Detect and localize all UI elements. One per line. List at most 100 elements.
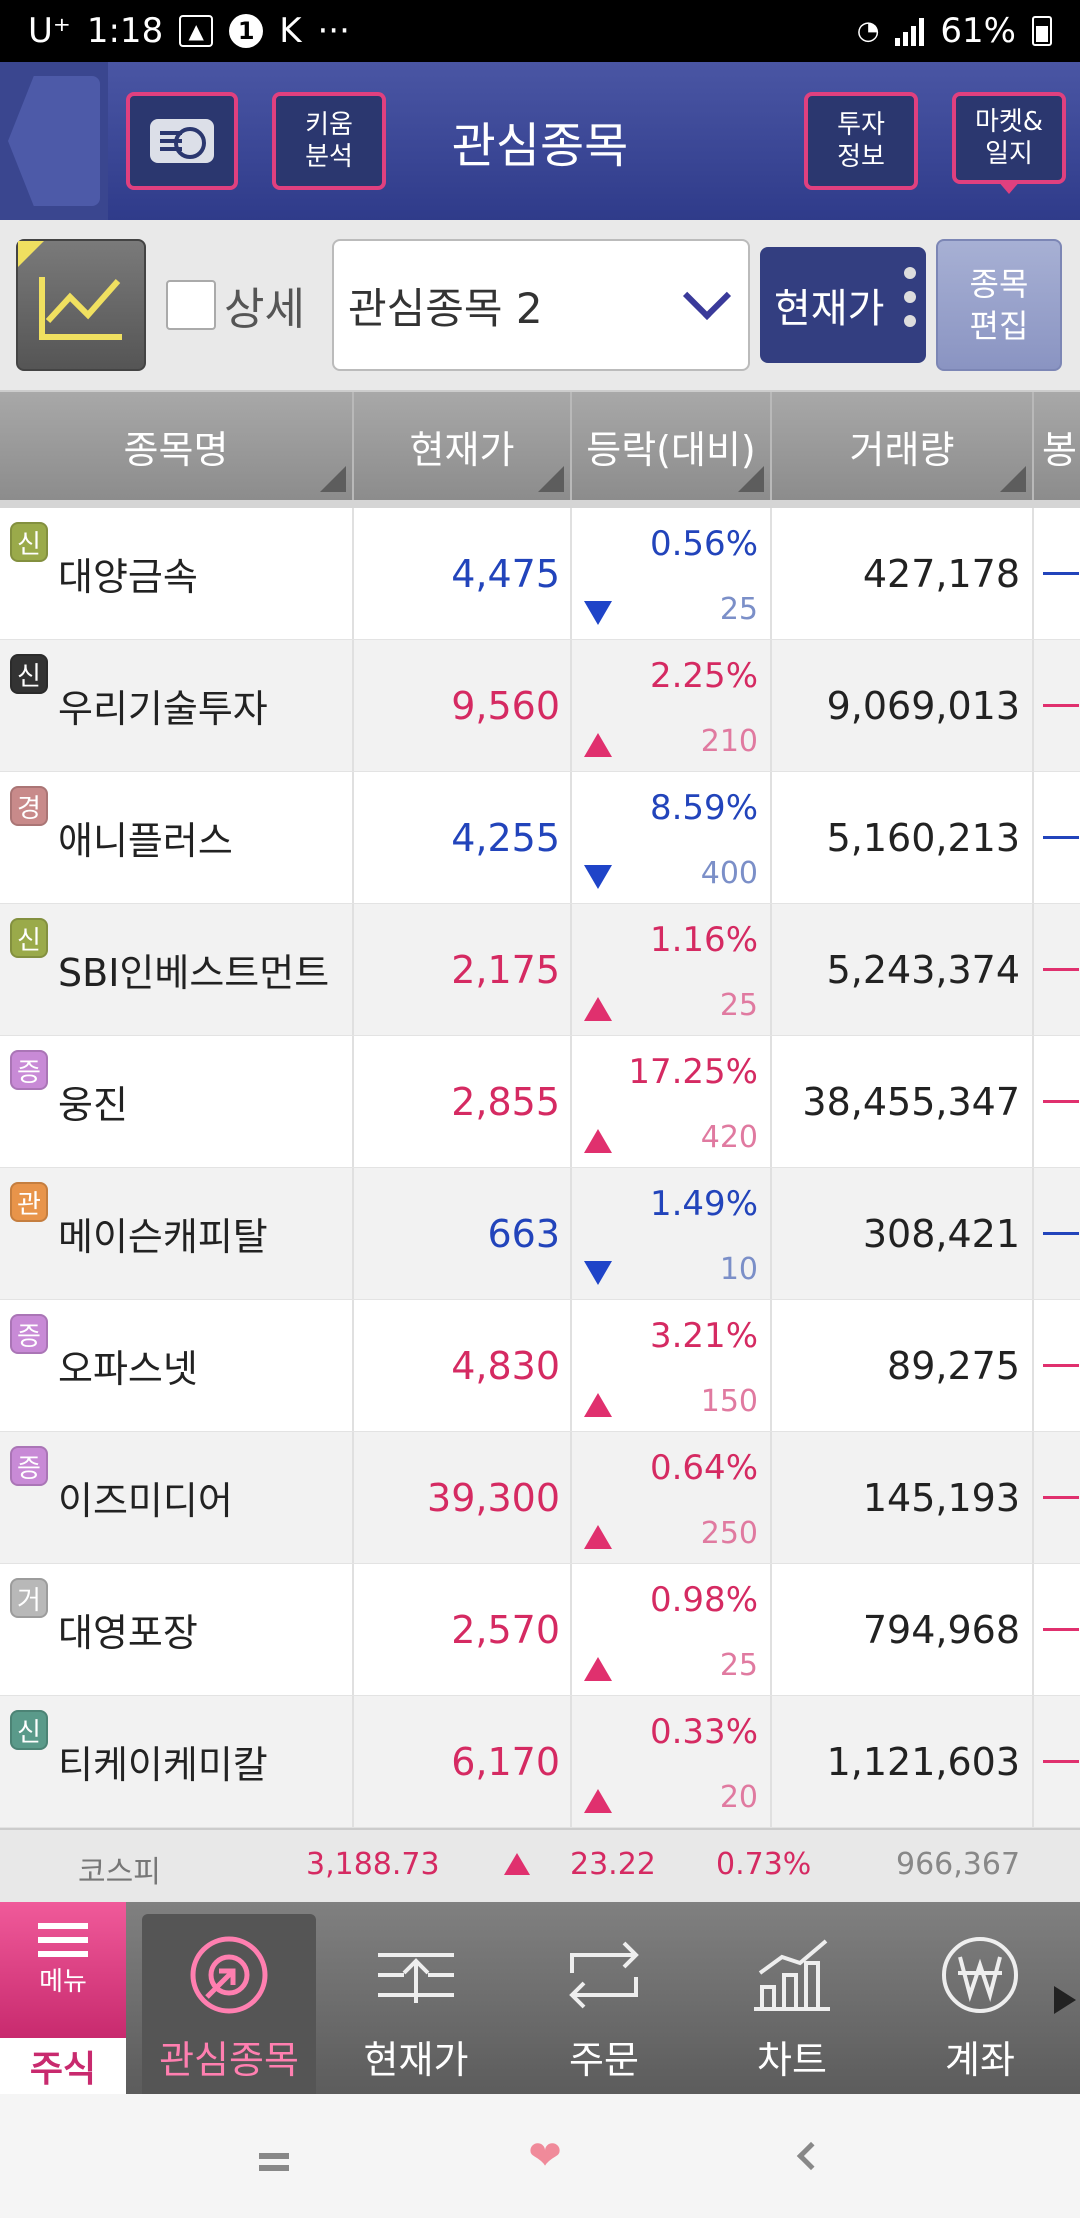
index-volume: 966,367 bbox=[896, 1847, 1021, 1882]
stock-volume: 5,160,213 bbox=[772, 772, 1034, 903]
table-row[interactable]: 신 SBI인베스트먼트 2,175 1.16% 25 5,243,374 bbox=[0, 904, 1080, 1036]
nav-watchlist-label: 관심종목 bbox=[159, 2038, 299, 2082]
system-back-icon[interactable] bbox=[796, 2141, 825, 2171]
heart-icon[interactable]: ❤ bbox=[528, 2133, 562, 2179]
table-row[interactable]: 신 대양금속 4,475 0.56% 25 427,178 bbox=[0, 508, 1080, 640]
price-view-label: 현재가 bbox=[774, 286, 885, 332]
kiwoom-analysis-button[interactable]: 키움 분석 bbox=[272, 92, 386, 190]
price-view-button[interactable]: 현재가 bbox=[760, 247, 926, 363]
index-name: 코스피 bbox=[78, 1855, 161, 1890]
stock-name: 우리기술투자 bbox=[58, 687, 268, 731]
candle-icon bbox=[1034, 508, 1080, 639]
nav-account[interactable]: 계좌 bbox=[886, 1902, 1074, 2094]
exchange-arrows-icon bbox=[569, 1941, 639, 2009]
nav-price[interactable]: 현재가 bbox=[322, 1902, 510, 2094]
stock-change-cell: 1.16% 25 bbox=[572, 904, 772, 1035]
stock-change-cell: 3.21% 150 bbox=[572, 1300, 772, 1431]
column-price[interactable]: 현재가 bbox=[354, 392, 572, 500]
nav-order[interactable]: 주문 bbox=[510, 1902, 698, 2094]
back-button[interactable] bbox=[0, 62, 108, 220]
stock-volume: 9,069,013 bbox=[772, 640, 1034, 771]
down-arrow-icon bbox=[584, 601, 612, 625]
menu-button[interactable]: 메뉴 주식 bbox=[0, 1902, 126, 2094]
stock-name-cell: 신 티케이케미칼 bbox=[0, 1696, 354, 1827]
change-amount: 25 bbox=[719, 988, 758, 1023]
change-amount: 20 bbox=[719, 1780, 758, 1815]
chevron-down-icon bbox=[682, 271, 732, 321]
candle-icon bbox=[1034, 1168, 1080, 1299]
watchlist-group-select[interactable]: 관심종목 2 bbox=[332, 239, 750, 371]
nav-chart[interactable]: 차트 bbox=[698, 1902, 886, 2094]
stock-name: SBI인베스트먼트 bbox=[58, 951, 330, 995]
table-row[interactable]: 증 오파스넷 4,830 3.21% 150 89,275 bbox=[0, 1300, 1080, 1432]
detail-checkbox[interactable] bbox=[166, 280, 216, 330]
chart-toggle-button[interactable] bbox=[16, 239, 146, 371]
bar-chart-icon bbox=[754, 1939, 830, 2011]
down-arrow-icon bbox=[584, 1261, 612, 1285]
market-journal-label: 마켓& 일지 bbox=[974, 107, 1044, 169]
notification-badge-icon: 1 bbox=[229, 14, 264, 48]
market-badge: 신 bbox=[10, 654, 48, 694]
recent-apps-icon[interactable] bbox=[259, 2153, 290, 2159]
change-pct: 2.25% bbox=[649, 656, 758, 696]
column-candle-label: 봉 bbox=[1042, 427, 1077, 472]
stock-volume: 5,243,374 bbox=[772, 904, 1034, 1035]
change-pct: 1.16% bbox=[649, 920, 758, 960]
change-pct: 0.64% bbox=[649, 1448, 758, 1488]
column-candle[interactable]: 봉 bbox=[1034, 392, 1080, 500]
change-amount: 25 bbox=[719, 592, 758, 627]
wifi-icon: ◔ bbox=[856, 16, 880, 46]
stock-name: 오파스넷 bbox=[58, 1347, 198, 1391]
won-coin-icon bbox=[942, 1937, 1018, 2013]
table-row[interactable]: 신 우리기술투자 9,560 2.25% 210 9,069,013 bbox=[0, 640, 1080, 772]
change-amount: 400 bbox=[700, 856, 758, 891]
index-value: 3,188.73 bbox=[306, 1847, 440, 1882]
more-tabs-icon[interactable] bbox=[1054, 1986, 1076, 2014]
stock-name-cell: 신 SBI인베스트먼트 bbox=[0, 904, 354, 1035]
change-amount: 210 bbox=[700, 724, 758, 759]
column-change[interactable]: 등락(대비) bbox=[572, 392, 772, 500]
market-journal-button[interactable]: 마켓& 일지 bbox=[952, 92, 1066, 194]
change-pct: 0.33% bbox=[649, 1712, 758, 1752]
stock-change-cell: 8.59% 400 bbox=[572, 772, 772, 903]
stock-change-cell: 0.33% 20 bbox=[572, 1696, 772, 1827]
table-row[interactable]: 경 애니플러스 4,255 8.59% 400 5,160,213 bbox=[0, 772, 1080, 904]
radio-button[interactable] bbox=[126, 92, 238, 190]
stock-list: 신 대양금속 4,475 0.56% 25 427,178 신 우리기술투자 9,560 2.25… bbox=[0, 508, 1080, 1828]
table-row[interactable]: 거 대영포장 2,570 0.98% 25 794,968 bbox=[0, 1564, 1080, 1696]
sort-icon bbox=[320, 466, 346, 492]
more-notifications: ··· bbox=[317, 11, 350, 51]
candle-icon bbox=[1034, 640, 1080, 771]
table-row[interactable]: 신 티케이케미칼 6,170 0.33% 20 1,121,603 bbox=[0, 1696, 1080, 1828]
stock-price: 39,300 bbox=[354, 1432, 572, 1563]
candle-icon bbox=[1034, 772, 1080, 903]
bottom-nav: 메뉴 주식 관심종목 현재가 주문 차트 계좌 bbox=[0, 1902, 1080, 2094]
market-badge: 증 bbox=[10, 1314, 48, 1354]
column-name[interactable]: 종목명 bbox=[0, 392, 354, 500]
stock-name-cell: 관 메이슨캐피탈 bbox=[0, 1168, 354, 1299]
hamburger-icon bbox=[38, 1922, 88, 1929]
kiwoom-notification-icon: K bbox=[279, 11, 302, 51]
table-row[interactable]: 증 웅진 2,855 17.25% 420 38,455,347 bbox=[0, 1036, 1080, 1168]
nav-price-label: 현재가 bbox=[363, 2038, 469, 2082]
invest-info-button[interactable]: 투자 정보 bbox=[804, 92, 918, 190]
market-tip-icon bbox=[997, 180, 1021, 194]
stock-change-cell: 17.25% 420 bbox=[572, 1036, 772, 1167]
candle-icon bbox=[1034, 1432, 1080, 1563]
change-amount: 10 bbox=[719, 1252, 758, 1287]
more-options-icon bbox=[904, 267, 916, 327]
table-header: 종목명 현재가 등락(대비) 거래량 봉 bbox=[0, 392, 1080, 508]
up-arrow-icon bbox=[584, 1525, 612, 1549]
table-row[interactable]: 관 메이슨캐피탈 663 1.49% 10 308,421 bbox=[0, 1168, 1080, 1300]
battery-icon bbox=[1032, 16, 1052, 46]
table-row[interactable]: 증 이즈미디어 39,300 0.64% 250 145,193 bbox=[0, 1432, 1080, 1564]
stock-name-cell: 증 이즈미디어 bbox=[0, 1432, 354, 1563]
nav-watchlist[interactable]: 관심종목 bbox=[142, 1914, 316, 2094]
index-ticker[interactable]: 코스피 3,188.73 23.22 0.73% 966,367 bbox=[0, 1828, 1080, 1902]
signal-icon bbox=[895, 16, 925, 46]
stock-name: 메이슨캐피탈 bbox=[58, 1215, 268, 1259]
radio-icon bbox=[150, 119, 214, 163]
stock-change-cell: 0.64% 250 bbox=[572, 1432, 772, 1563]
column-volume[interactable]: 거래량 bbox=[772, 392, 1034, 500]
edit-stocks-button[interactable]: 종목 편집 bbox=[936, 239, 1062, 371]
